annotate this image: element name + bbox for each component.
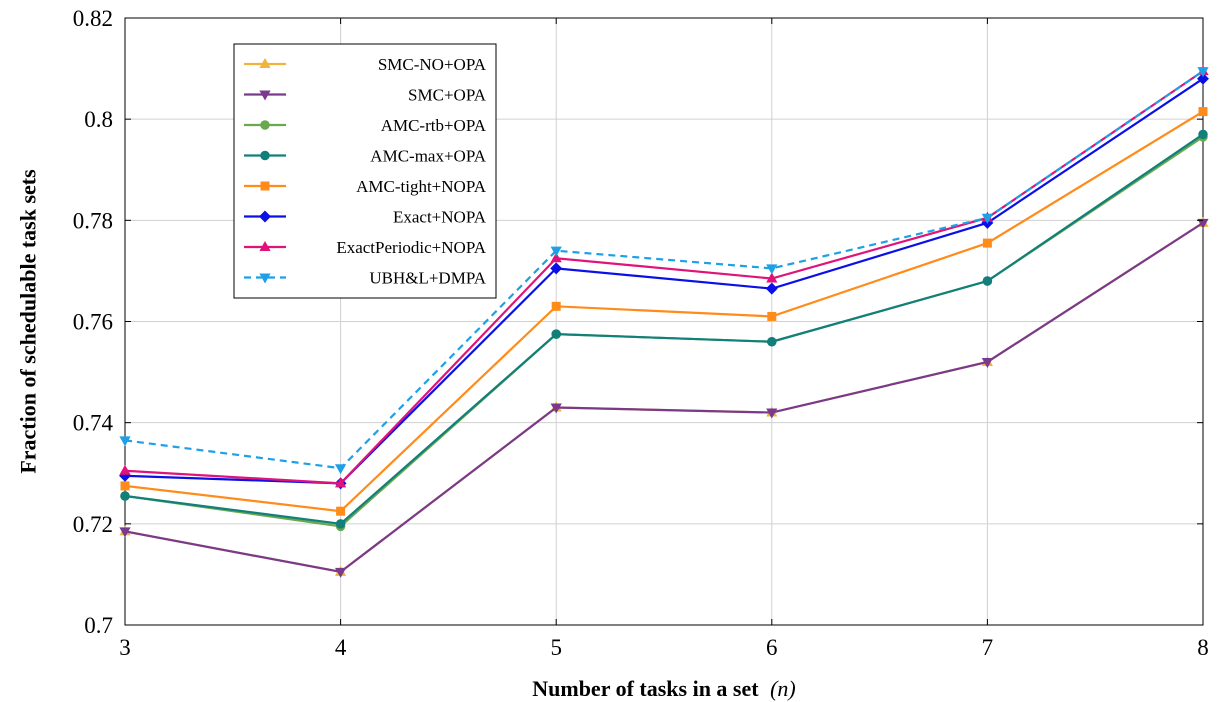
x-tick-label: 8	[1197, 635, 1209, 660]
series-line	[124, 70, 1204, 470]
data-point	[765, 282, 778, 295]
legend: SMC-NO+OPA SMC+OPA AMC-rtb+OPA AMC-max+OPA A…	[233, 43, 497, 299]
x-axis-title-text: Number of tasks in a set	[532, 676, 759, 701]
data-point	[119, 464, 131, 475]
data-point	[335, 519, 346, 529]
series-line	[124, 221, 1204, 574]
legend-swatch-marker	[259, 90, 271, 101]
y-axis-title: Fraction of schedulable task sets	[16, 169, 41, 474]
legend-entry: AMC-rtb+OPA	[244, 116, 487, 135]
data-point	[767, 311, 777, 321]
y-tick-label: 0.8	[84, 107, 113, 132]
y-tick-label: 0.82	[73, 6, 113, 31]
legend-label: UBH&L+DMPA	[369, 269, 486, 288]
series-line	[124, 133, 1204, 525]
data-point	[550, 262, 563, 275]
legend-label: ExactPeriodic+NOPA	[336, 238, 486, 257]
data-point	[1197, 72, 1209, 85]
y-tick-label: 0.74	[73, 411, 114, 436]
data-point	[120, 481, 130, 491]
data-point	[981, 213, 994, 224]
data-point	[550, 403, 562, 414]
legend-label: SMC+OPA	[408, 86, 487, 105]
data-point	[119, 527, 131, 538]
data-point	[982, 238, 992, 248]
data-point	[1198, 107, 1208, 117]
series-3	[120, 129, 1208, 529]
data-point	[766, 264, 778, 275]
legend-entry: AMC-max+OPA	[244, 147, 487, 166]
data-point	[1197, 67, 1209, 78]
data-point	[550, 252, 562, 263]
legend-swatch-marker	[259, 57, 271, 68]
data-point	[766, 408, 778, 419]
data-point	[334, 464, 347, 475]
data-point	[551, 301, 561, 311]
data-point	[120, 491, 130, 501]
data-point	[981, 357, 994, 368]
series-line	[124, 70, 1204, 485]
legend-label: AMC-tight+NOPA	[356, 177, 487, 196]
legend-label: AMC-rtb+OPA	[381, 116, 487, 135]
legend-swatch-marker	[259, 240, 271, 251]
legend-entry: ExactPeriodic+NOPA	[244, 238, 487, 257]
legend-swatch-marker	[259, 273, 271, 284]
legend-box	[233, 43, 497, 299]
data-point	[550, 246, 562, 257]
x-tick-label: 7	[982, 635, 994, 660]
y-tick-label: 0.78	[73, 208, 113, 233]
data-point	[551, 329, 561, 339]
legend-entry: UBH&L+DMPA	[244, 269, 487, 288]
series-7	[119, 67, 1209, 475]
x-tick-label: 4	[335, 635, 347, 660]
x-axis-title-symbol: (n)	[770, 676, 796, 701]
data-point	[766, 272, 778, 283]
x-tick-label: 3	[119, 635, 131, 660]
data-point	[336, 506, 346, 516]
legend-label: Exact+NOPA	[393, 208, 487, 227]
data-point	[334, 567, 347, 578]
legend-swatch-marker	[260, 120, 270, 130]
x-tick-label: 6	[766, 635, 778, 660]
legend-entry: SMC+OPA	[244, 86, 487, 105]
x-axis-title: Number of tasks in a set (n)	[532, 676, 795, 701]
data-point	[119, 436, 131, 447]
legend-label: SMC-NO+OPA	[378, 55, 487, 74]
data-point	[334, 477, 347, 488]
series-4	[120, 107, 1208, 516]
legend-entry: AMC-tight+NOPA	[244, 177, 487, 196]
legend-swatch-marker	[260, 181, 270, 191]
data-point	[1197, 218, 1209, 229]
y-tick-label: 0.76	[73, 310, 113, 335]
series-1	[119, 218, 1209, 578]
y-tick-label: 0.7	[84, 613, 113, 638]
axis-ticks: 3 4 5 6 7 8 0.7 0.72 0.74 0.76 0.78 0.8 0.82	[73, 6, 1209, 660]
data-point	[1198, 129, 1208, 140]
legend-entry: SMC-NO+OPA	[244, 55, 487, 74]
legend-entry: Exact+NOPA	[244, 208, 487, 227]
series-lines	[119, 65, 1209, 578]
legend-swatch-marker	[260, 150, 270, 161]
data-point	[767, 336, 777, 347]
legend-swatch-marker	[259, 210, 271, 223]
x-tick-label: 5	[550, 635, 562, 660]
y-tick-label: 0.72	[73, 512, 113, 537]
legend-label: AMC-max+OPA	[370, 147, 486, 166]
series-line	[124, 110, 1204, 513]
data-point	[982, 276, 993, 286]
